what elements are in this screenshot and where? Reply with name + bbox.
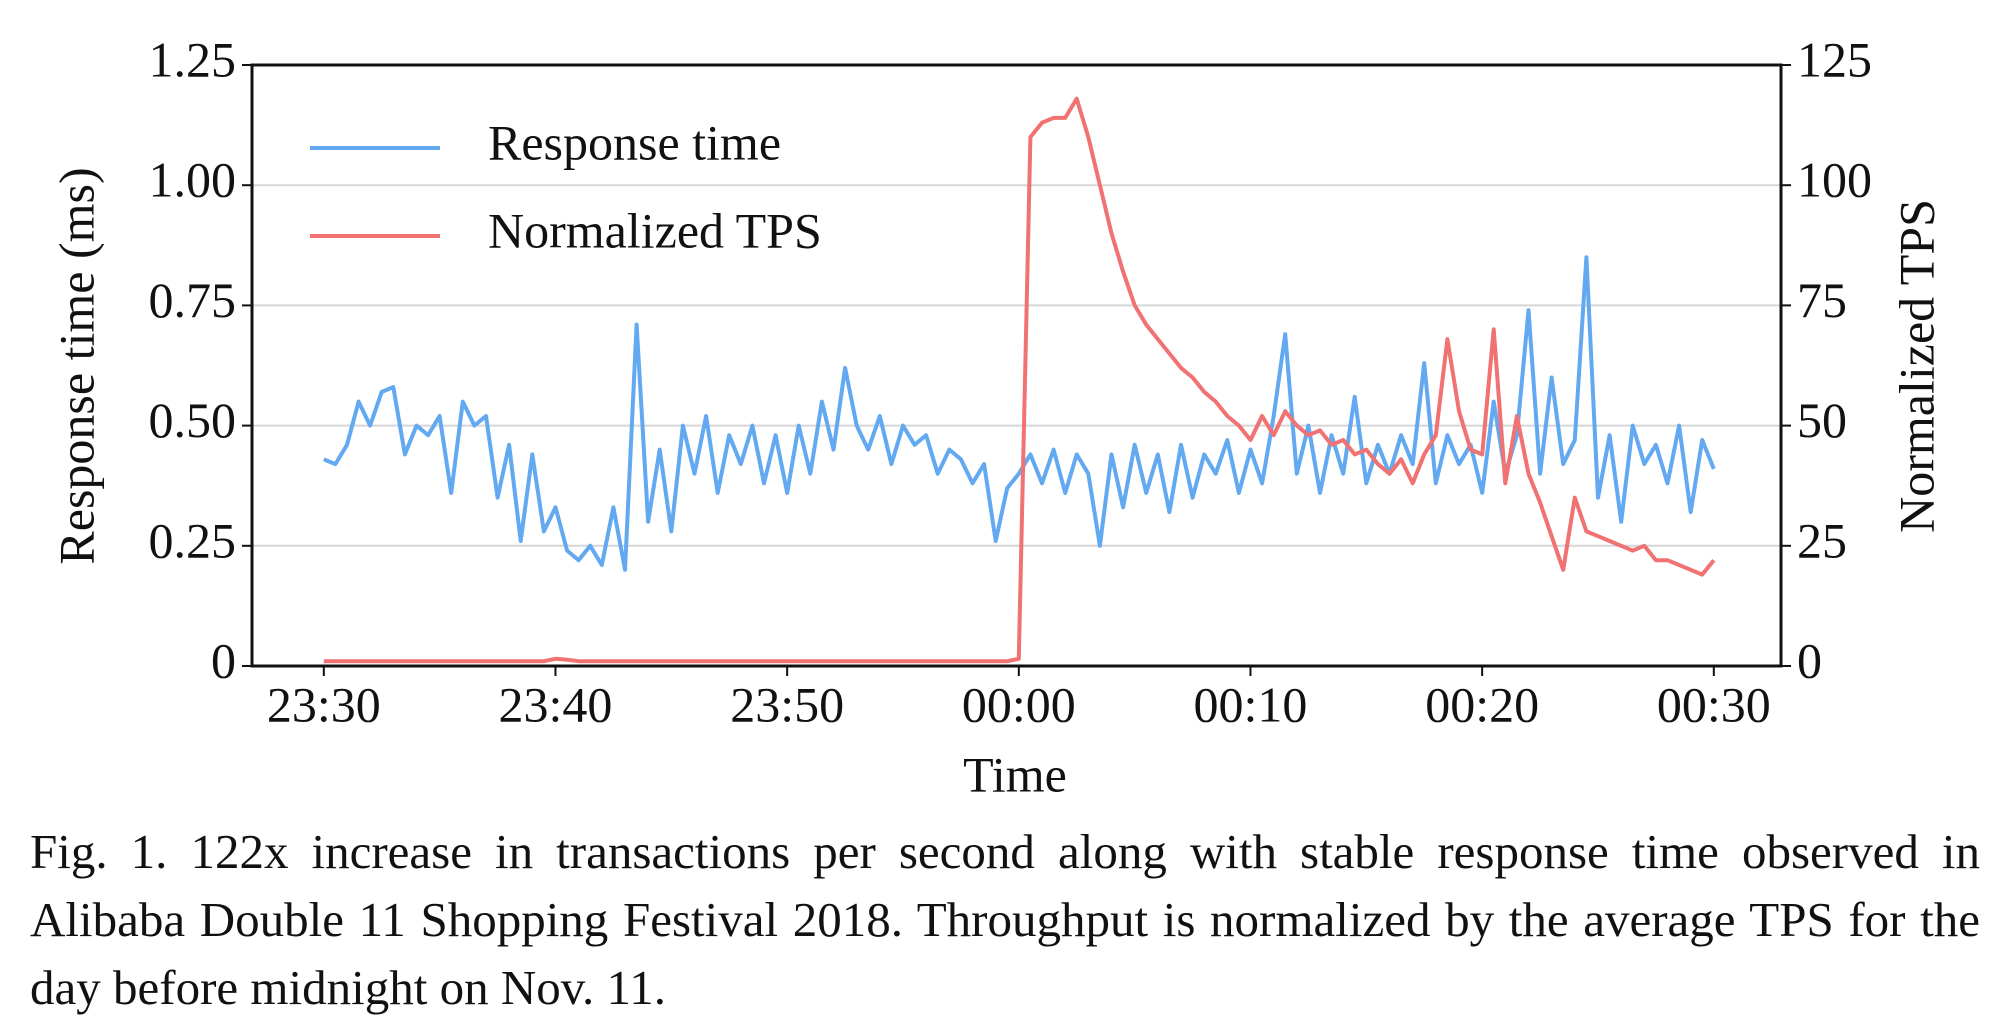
plot-frame [250,63,1783,668]
series-line [323,255,1716,572]
y2-tick-label: 125 [1797,31,1872,87]
y2-axis-label: Normalized TPS [1888,199,1944,533]
legend-label: Response time [488,114,781,170]
y-tick-label: 0.25 [149,512,237,568]
x-tick-label: 23:40 [499,676,613,732]
x-tick-label: 00:00 [962,676,1076,732]
y2-tick-label: 50 [1797,392,1847,448]
x-tick-label: 00:10 [1194,676,1308,732]
x-axis-label: Time [963,746,1067,802]
y2-tick-label: 25 [1797,512,1847,568]
caption: Fig. 1. 122x increase in transactions pe… [30,824,1980,1015]
y-axis-label: Response time (ms) [48,167,104,564]
y2-tick-label: 75 [1797,272,1847,328]
x-tick-label: 00:30 [1657,676,1771,732]
legend-label: Normalized TPS [488,202,822,258]
y2-tick-label: 100 [1797,152,1872,208]
y-tick-label: 1.25 [149,31,237,87]
y-tick-label: 0.50 [149,392,237,448]
x-tick-label: 23:50 [730,676,844,732]
y-tick-label: 1.00 [149,152,237,208]
series-line [323,96,1716,664]
y-tick-label: 0 [211,632,236,688]
chart: Time Response time (ms) Normalized TPS 0… [48,31,1944,802]
y-tick-label: 0.75 [149,272,237,328]
x-tick-label: 23:30 [267,676,381,732]
y2-tick-label: 0 [1797,632,1822,688]
x-tick-label: 00:20 [1425,676,1539,732]
